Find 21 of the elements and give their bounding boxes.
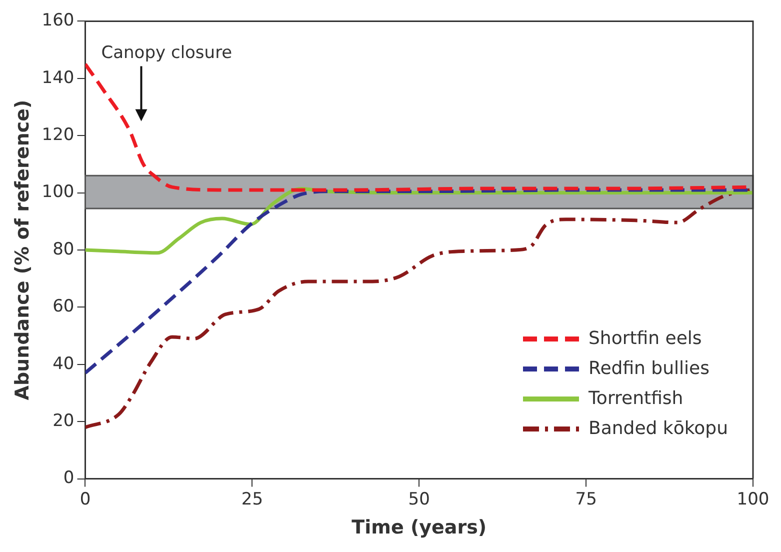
x-tick-label: 0 bbox=[80, 489, 91, 510]
y-tick-label: 160 bbox=[42, 10, 74, 31]
x-tick-label: 100 bbox=[736, 489, 770, 510]
legend-label: Shortfin eels bbox=[588, 327, 702, 351]
y-tick-label: 0 bbox=[63, 468, 74, 488]
y-tick-label: 60 bbox=[52, 296, 74, 317]
x-axis-title: Time (years) bbox=[352, 516, 487, 539]
y-tick-label: 40 bbox=[52, 354, 74, 374]
x-tick-label: 50 bbox=[408, 489, 430, 510]
annotation: Canopy closure bbox=[101, 43, 232, 64]
y-tick-label: 80 bbox=[52, 239, 74, 260]
y-tick-label: 140 bbox=[42, 68, 74, 88]
legend-label: Torrentfish bbox=[588, 387, 684, 411]
x-tick-label: 75 bbox=[575, 489, 597, 510]
y-tick-label: 120 bbox=[42, 125, 74, 146]
y-tick-label: 100 bbox=[42, 182, 74, 202]
y-tick-label: 20 bbox=[52, 411, 74, 432]
legend-label: Banded kōkopu bbox=[588, 417, 728, 441]
y-axis-title: Abundance (% of reference) bbox=[11, 100, 34, 400]
legend-label: Redfin bullies bbox=[588, 357, 710, 381]
x-tick-label: 25 bbox=[241, 489, 264, 510]
